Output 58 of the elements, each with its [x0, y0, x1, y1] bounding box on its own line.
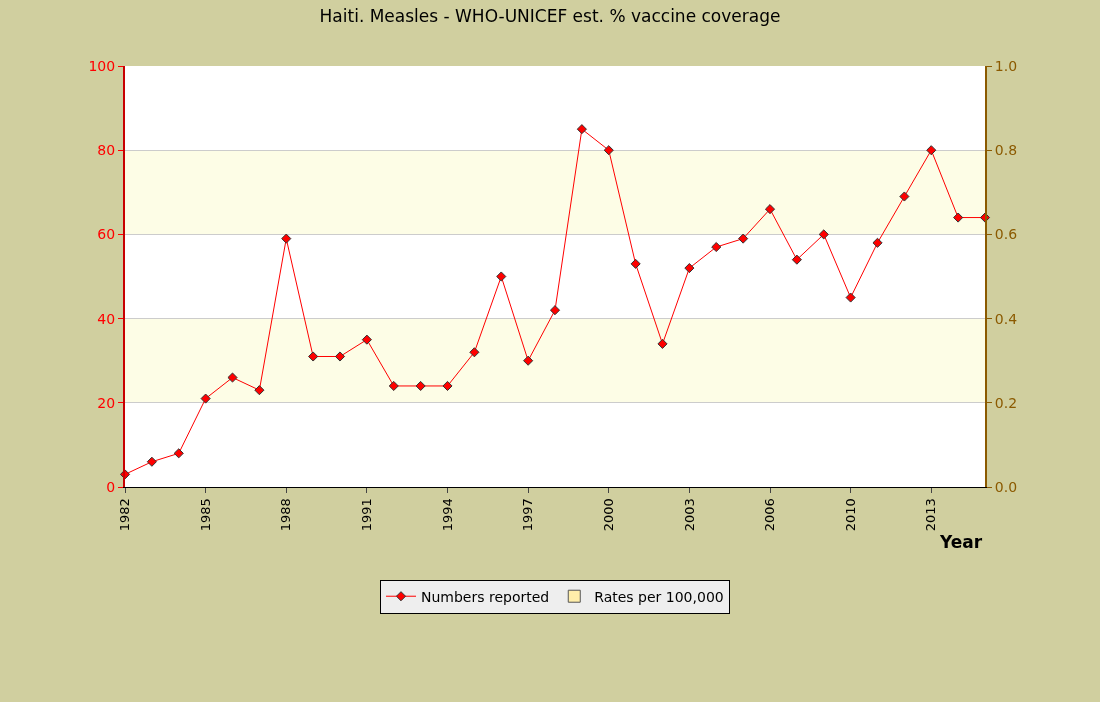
- point: [684, 263, 695, 274]
- chart-title: Haiti. Measles - WHO-UNICEF est. % vaccine coverage: [319, 6, 781, 27]
- y-tick-label: 0: [106, 478, 116, 495]
- point: [146, 456, 157, 467]
- point: [711, 241, 722, 253]
- point: [469, 347, 480, 358]
- point: [334, 351, 346, 362]
- x-tick-label: 1997: [520, 498, 536, 532]
- x-tick-label: 2013: [923, 498, 939, 532]
- point: [254, 385, 265, 396]
- x-axis-title: Year: [939, 532, 983, 552]
- y-tick-label: 60: [97, 226, 116, 243]
- y2-tick-label: 0.4: [994, 310, 1018, 327]
- point: [791, 254, 802, 265]
- point: [738, 233, 749, 244]
- point: [818, 229, 829, 240]
- point: [872, 237, 883, 248]
- y-tick-label: 40: [97, 310, 116, 327]
- x-tick-label: 2003: [681, 498, 697, 532]
- x-tick-label: 2000: [600, 498, 616, 532]
- x-tick-label: 1991: [359, 498, 375, 532]
- point: [281, 233, 292, 244]
- point: [576, 124, 587, 135]
- point: [845, 292, 856, 303]
- legend-label: Numbers reported: [421, 588, 550, 605]
- y2-tick-label: 0.8: [994, 142, 1018, 159]
- y-tick-label: 20: [97, 394, 116, 411]
- y2-tick-label: 0.6: [994, 226, 1018, 243]
- x-tick-label: 2006: [762, 498, 778, 532]
- point: [549, 305, 561, 316]
- point: [496, 271, 507, 282]
- x-tick-label: 1985: [197, 498, 213, 532]
- point: [200, 393, 211, 404]
- y2-tick-label: 0.0: [994, 478, 1018, 495]
- point: [953, 212, 964, 223]
- point: [899, 191, 910, 202]
- x-tick-label: 1994: [439, 498, 455, 532]
- x-tick-label: 1988: [278, 498, 294, 532]
- point: [173, 448, 184, 459]
- point: [657, 338, 668, 349]
- point: [630, 258, 641, 269]
- point: [227, 372, 238, 383]
- point: [442, 380, 453, 392]
- y-tick-label: 80: [97, 142, 116, 159]
- point: [764, 204, 776, 215]
- x-tick-label: 2010: [842, 498, 858, 532]
- y2-tick-label: 0.2: [994, 394, 1018, 411]
- x-tick-label: 1982: [117, 498, 133, 532]
- point: [388, 380, 399, 392]
- point: [415, 380, 426, 392]
- point: [523, 355, 534, 366]
- y2-tick-label: 1.0: [994, 57, 1018, 74]
- point: [926, 145, 937, 156]
- point: [361, 334, 372, 345]
- legend-label: Rates per 100,000: [594, 588, 724, 605]
- point: [308, 351, 319, 362]
- y-tick-label: 100: [88, 57, 116, 74]
- point: [603, 145, 614, 156]
